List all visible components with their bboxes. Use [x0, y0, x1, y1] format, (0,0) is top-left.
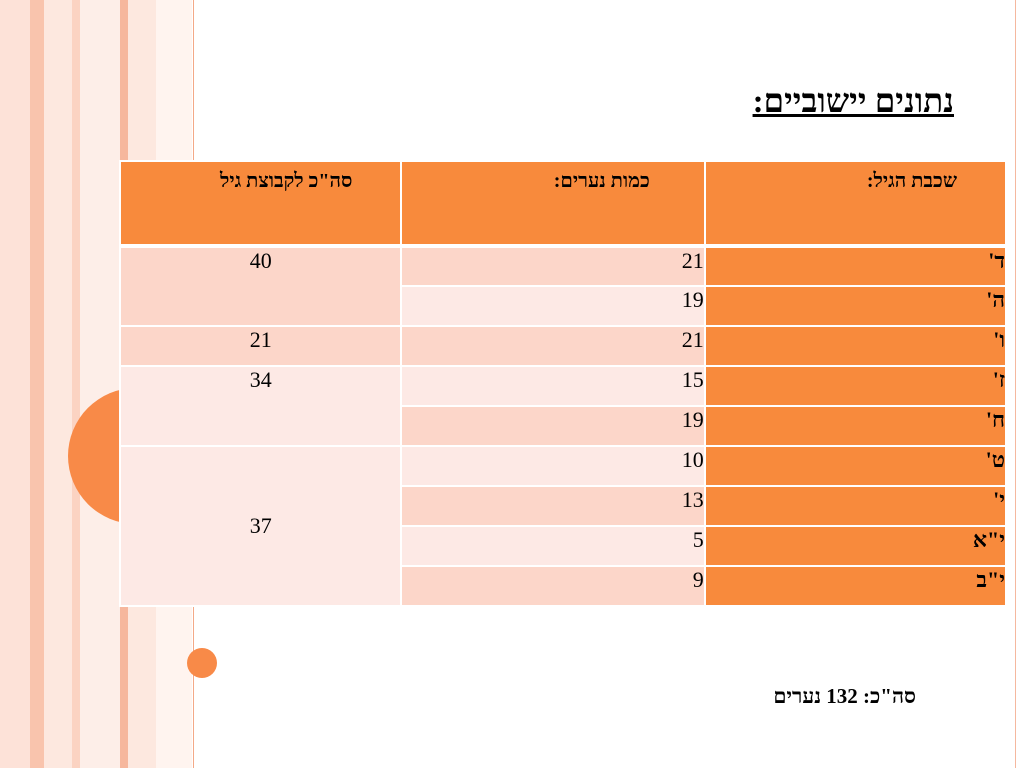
- divider-line: [1015, 0, 1016, 768]
- age-cell: ז': [703, 365, 1008, 407]
- table-row: י"ב 9: [120, 565, 1008, 607]
- age-cell: י"ב: [703, 565, 1008, 607]
- age-cell: ח': [703, 405, 1008, 447]
- stripe: [72, 0, 80, 768]
- group-total-cell: 34: [118, 365, 403, 447]
- table-row: ד' 21 40: [118, 245, 1008, 327]
- header-total: סה"כ לקבוצת גיל: [118, 160, 403, 248]
- stripe: [80, 0, 120, 768]
- table-row: ח' 19: [120, 405, 1008, 447]
- group-total-cell: 21: [118, 325, 403, 367]
- age-cell: ו': [703, 325, 1008, 367]
- stripe: [44, 0, 72, 768]
- age-cell: י': [703, 485, 1008, 527]
- count-cell: 5: [400, 525, 706, 567]
- table-header-row: שכבת הגיל: כמות נערים: סה"כ לקבוצת גיל: [118, 160, 1008, 248]
- group-total-cell: 40: [118, 245, 403, 327]
- age-cell: י"א: [703, 525, 1008, 567]
- stripe: [30, 0, 44, 768]
- count-cell: 15: [400, 365, 706, 407]
- table-row: ו' 21 21: [118, 325, 1008, 367]
- table-row: י' 13: [120, 485, 1008, 527]
- count-cell: 13: [400, 485, 706, 527]
- total-summary: סה"כ: 132 נערים: [773, 684, 916, 708]
- age-cell: ד': [703, 245, 1008, 287]
- age-cell: ה': [703, 285, 1008, 327]
- count-cell: 21: [400, 245, 706, 287]
- count-cell: 21: [400, 325, 706, 367]
- table-row: ט' 10 37: [118, 445, 1008, 607]
- count-cell: 10: [400, 445, 706, 487]
- age-cell: ט': [703, 445, 1008, 487]
- group-total-cell: 37: [118, 445, 403, 607]
- header-age: שכבת הגיל:: [703, 160, 1008, 248]
- table-row: ה' 19: [120, 285, 1008, 327]
- decorative-dot: [187, 648, 217, 678]
- stripe: [0, 0, 30, 768]
- count-cell: 19: [400, 405, 706, 447]
- table-row: י"א 5: [120, 525, 1008, 567]
- table-row: ז' 15 34: [118, 365, 1008, 447]
- header-count: כמות נערים:: [400, 160, 706, 248]
- slide-title: נתונים יישוביים:: [752, 84, 954, 120]
- population-table: שכבת הגיל: כמות נערים: סה"כ לקבוצת גיל ד…: [118, 160, 1008, 607]
- count-cell: 9: [400, 565, 706, 607]
- count-cell: 19: [400, 285, 706, 327]
